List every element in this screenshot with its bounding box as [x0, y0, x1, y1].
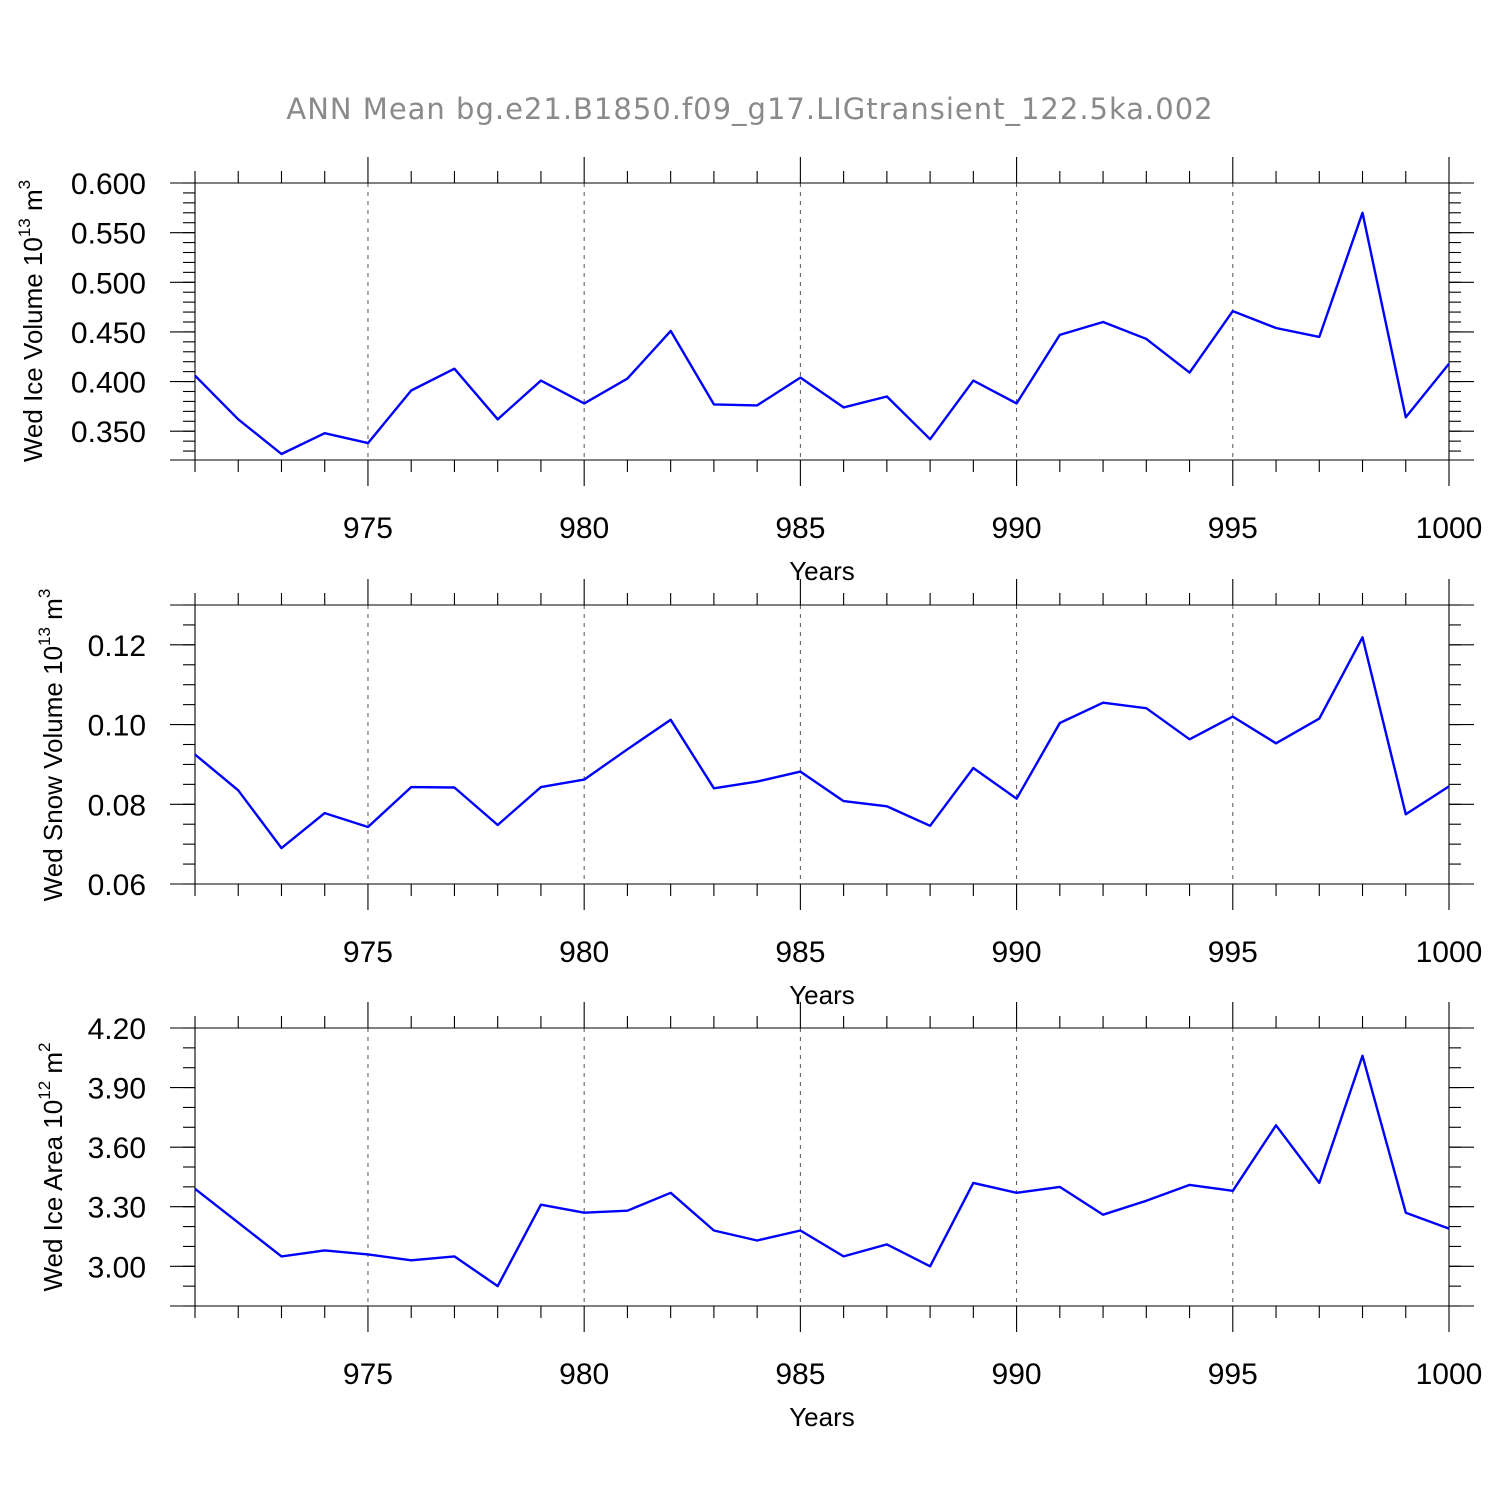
y-axis-title: Wed Ice Area 1012 m2 — [35, 1042, 68, 1291]
x-tick-label: 980 — [559, 512, 609, 545]
x-tick-label: 1000 — [1416, 1358, 1483, 1391]
y-tick-label: 0.08 — [88, 789, 146, 822]
y-tick-label: 0.06 — [88, 869, 146, 902]
y-axis-unit-suffix-exp: 3 — [35, 589, 54, 598]
y-tick-label: 0.400 — [71, 367, 146, 400]
y-tick-label: 0.10 — [88, 710, 146, 743]
y-axis-unit-base: 10 — [18, 237, 48, 266]
x-tick-label: 990 — [992, 936, 1042, 969]
y-axis-title-name: Wed Ice Volume — [18, 273, 48, 462]
series-line — [194, 211, 1450, 456]
y-axis-title-name: Wed Snow Volume — [38, 682, 68, 901]
y-axis-title-name: Wed Ice Area — [38, 1135, 68, 1291]
x-tick-label: 1000 — [1416, 512, 1483, 545]
y-axis-unit-suffix-exp: 3 — [15, 180, 34, 189]
figure-title: ANN Mean bg.e21.B1850.f09_g17.LIGtransie… — [286, 92, 1213, 126]
y-tick-label: 4.20 — [88, 1013, 146, 1046]
y-tick-label: 0.12 — [88, 630, 146, 663]
chart-panel-3: 3.00 3.30 3.60 3.90 4.20 975 980 985 990 995 1000 Y… — [35, 1002, 1482, 1432]
y-tick-label: 3.30 — [88, 1192, 146, 1225]
y-tick-label: 0.500 — [71, 267, 146, 300]
y-axis-unit-exp: 12 — [35, 1081, 54, 1100]
x-tick-label: 995 — [1208, 936, 1258, 969]
x-tick-label: 985 — [775, 936, 825, 969]
x-tick-label: 995 — [1208, 1358, 1258, 1391]
x-tick-label: 975 — [343, 936, 393, 969]
x-tick-label: 990 — [992, 1358, 1042, 1391]
y-axis-unit-exp: 13 — [15, 218, 34, 237]
y-axis-title-space — [38, 1129, 68, 1136]
y-axis-unit-suffix-exp: 2 — [35, 1042, 54, 1051]
series-line — [194, 636, 1450, 850]
x-axis-title: Years — [789, 1402, 855, 1432]
y-tick-label: 0.600 — [71, 168, 146, 201]
y-tick-label: 3.90 — [88, 1073, 146, 1106]
y-axis-title-space — [18, 211, 48, 218]
x-tick-label: 980 — [559, 1358, 609, 1391]
y-tick-label: 0.350 — [71, 416, 146, 449]
y-tick-label: 3.00 — [88, 1251, 146, 1284]
y-axis-title: Wed Ice Volume 1013 m3 — [15, 180, 48, 462]
y-axis-title-space — [38, 675, 68, 682]
y-axis-unit-suffix: m — [38, 598, 68, 620]
y-axis-unit-base: 10 — [38, 1100, 68, 1129]
x-axis-title: Years — [789, 980, 855, 1010]
x-tick-label: 1000 — [1416, 936, 1483, 969]
y-axis-unit-suffix: m — [38, 1052, 68, 1074]
chart-panel-1: 0.350 0.400 0.450 0.500 0.550 0.600 975 980 985 9… — [15, 157, 1482, 586]
x-tick-label: 985 — [775, 1358, 825, 1391]
y-axis-title-space — [38, 1074, 68, 1081]
y-tick-label: 0.550 — [71, 218, 146, 251]
y-axis-unit-base: 10 — [38, 646, 68, 675]
y-axis-title-space — [18, 266, 48, 273]
y-axis-unit-exp: 13 — [35, 627, 54, 646]
y-tick-label: 0.450 — [71, 317, 146, 350]
y-axis-title-space — [38, 620, 68, 627]
x-tick-label: 975 — [343, 512, 393, 545]
x-tick-label: 985 — [775, 512, 825, 545]
x-tick-label: 980 — [559, 936, 609, 969]
chart-panel-2: 0.06 0.08 0.10 0.12 975 980 985 990 995 1000 Years… — [35, 579, 1482, 1010]
x-tick-label: 975 — [343, 1358, 393, 1391]
y-axis-unit-suffix: m — [18, 189, 48, 211]
chart-panels: 0.350 0.400 0.450 0.500 0.550 0.600 975 980 985 9… — [15, 157, 1482, 1432]
series-line — [194, 1054, 1450, 1288]
x-tick-label: 995 — [1208, 512, 1258, 545]
y-axis-title: Wed Snow Volume 1013 m3 — [35, 589, 68, 902]
x-axis-title: Years — [789, 556, 855, 586]
y-tick-label: 3.60 — [88, 1132, 146, 1165]
x-tick-label: 990 — [992, 512, 1042, 545]
